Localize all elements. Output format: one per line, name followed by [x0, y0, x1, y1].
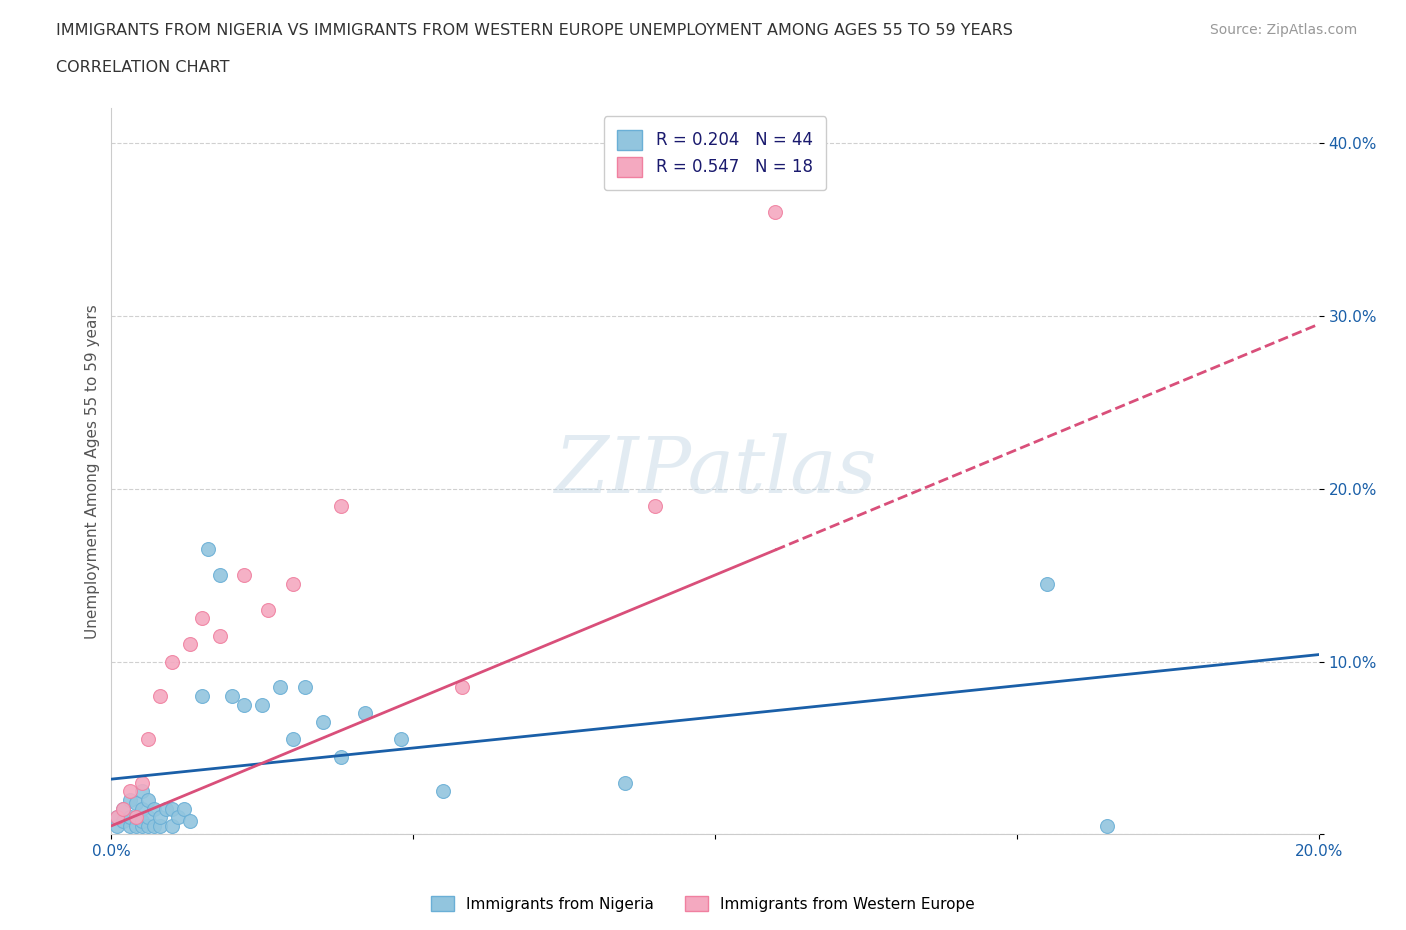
Point — [131, 818, 153, 833]
Point — [124, 818, 146, 833]
Point — [389, 732, 412, 747]
Point — [118, 810, 141, 825]
Point — [209, 628, 232, 643]
Point — [197, 541, 219, 556]
Point — [233, 698, 256, 712]
Point — [179, 813, 201, 828]
Point — [124, 810, 146, 825]
Point — [173, 801, 195, 816]
Point — [160, 818, 183, 833]
Point — [1036, 577, 1059, 591]
Point — [233, 567, 256, 582]
Point — [149, 818, 172, 833]
Point — [221, 688, 243, 703]
Point — [1097, 818, 1119, 833]
Point — [269, 680, 291, 695]
Point — [450, 680, 472, 695]
Point — [160, 654, 183, 669]
Point — [191, 611, 214, 626]
Point — [252, 698, 274, 712]
Text: IMMIGRANTS FROM NIGERIA VS IMMIGRANTS FROM WESTERN EUROPE UNEMPLOYMENT AMONG AGE: IMMIGRANTS FROM NIGERIA VS IMMIGRANTS FR… — [56, 23, 1014, 38]
Point — [124, 810, 146, 825]
Point — [112, 813, 135, 828]
Text: Source: ZipAtlas.com: Source: ZipAtlas.com — [1209, 23, 1357, 37]
Point — [329, 750, 352, 764]
Point — [136, 732, 159, 747]
Point — [136, 818, 159, 833]
Point — [432, 784, 454, 799]
Point — [312, 714, 335, 729]
Point — [124, 796, 146, 811]
Point — [149, 688, 172, 703]
Point — [179, 637, 201, 652]
Legend: Immigrants from Nigeria, Immigrants from Western Europe: Immigrants from Nigeria, Immigrants from… — [425, 889, 981, 918]
Point — [294, 680, 316, 695]
Point — [354, 706, 377, 721]
Text: CORRELATION CHART: CORRELATION CHART — [56, 60, 229, 75]
Point — [136, 810, 159, 825]
Point — [118, 784, 141, 799]
Point — [131, 784, 153, 799]
Point — [155, 801, 177, 816]
Point — [107, 810, 129, 825]
Text: ZIPatlas: ZIPatlas — [554, 433, 876, 510]
Point — [644, 498, 666, 513]
Point — [112, 801, 135, 816]
Point — [257, 603, 280, 618]
Point — [765, 205, 787, 219]
Point — [281, 577, 304, 591]
Point — [191, 688, 214, 703]
Point — [142, 801, 165, 816]
Point — [118, 818, 141, 833]
Legend: R = 0.204   N = 44, R = 0.547   N = 18: R = 0.204 N = 44, R = 0.547 N = 18 — [605, 116, 827, 191]
Point — [160, 801, 183, 816]
Point — [281, 732, 304, 747]
Point — [142, 818, 165, 833]
Point — [131, 775, 153, 790]
Point — [329, 498, 352, 513]
Point — [131, 813, 153, 828]
Point — [118, 792, 141, 807]
Point — [209, 567, 232, 582]
Point — [136, 792, 159, 807]
Y-axis label: Unemployment Among Ages 55 to 59 years: Unemployment Among Ages 55 to 59 years — [86, 304, 100, 639]
Point — [107, 818, 129, 833]
Point — [112, 801, 135, 816]
Point — [131, 801, 153, 816]
Point — [149, 810, 172, 825]
Point — [166, 810, 188, 825]
Point — [107, 810, 129, 825]
Point — [613, 775, 636, 790]
